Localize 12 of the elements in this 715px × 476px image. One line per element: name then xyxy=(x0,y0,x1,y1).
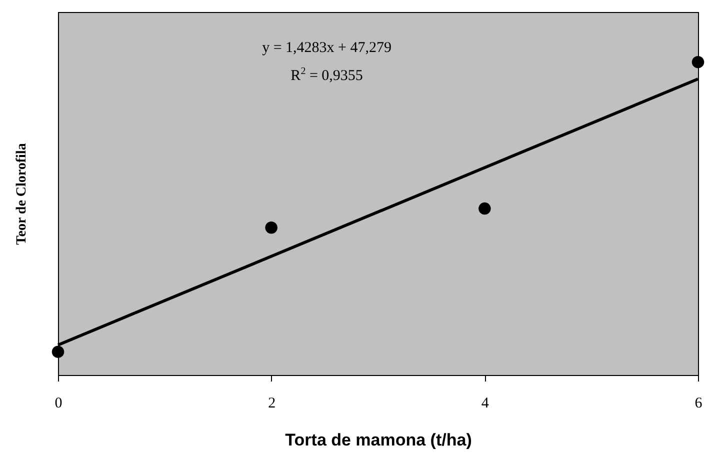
point xyxy=(52,346,64,358)
x-tick-label: 0 xyxy=(54,396,62,412)
text: y = 1,4283x + 47,279 xyxy=(262,40,392,58)
annotation: R$^{2}$ = 0,9355 xyxy=(290,66,363,85)
x-tick-label: 6 xyxy=(694,396,703,412)
point xyxy=(478,202,491,215)
x-axis-title: Torta de mamona (t/ha) xyxy=(285,430,472,450)
point xyxy=(692,56,704,68)
x-tick-label: 2 xyxy=(268,396,276,412)
x-tick-label: 4 xyxy=(481,396,490,412)
point xyxy=(265,222,278,234)
y-axis-title: Teor de Clorofila xyxy=(14,143,30,245)
